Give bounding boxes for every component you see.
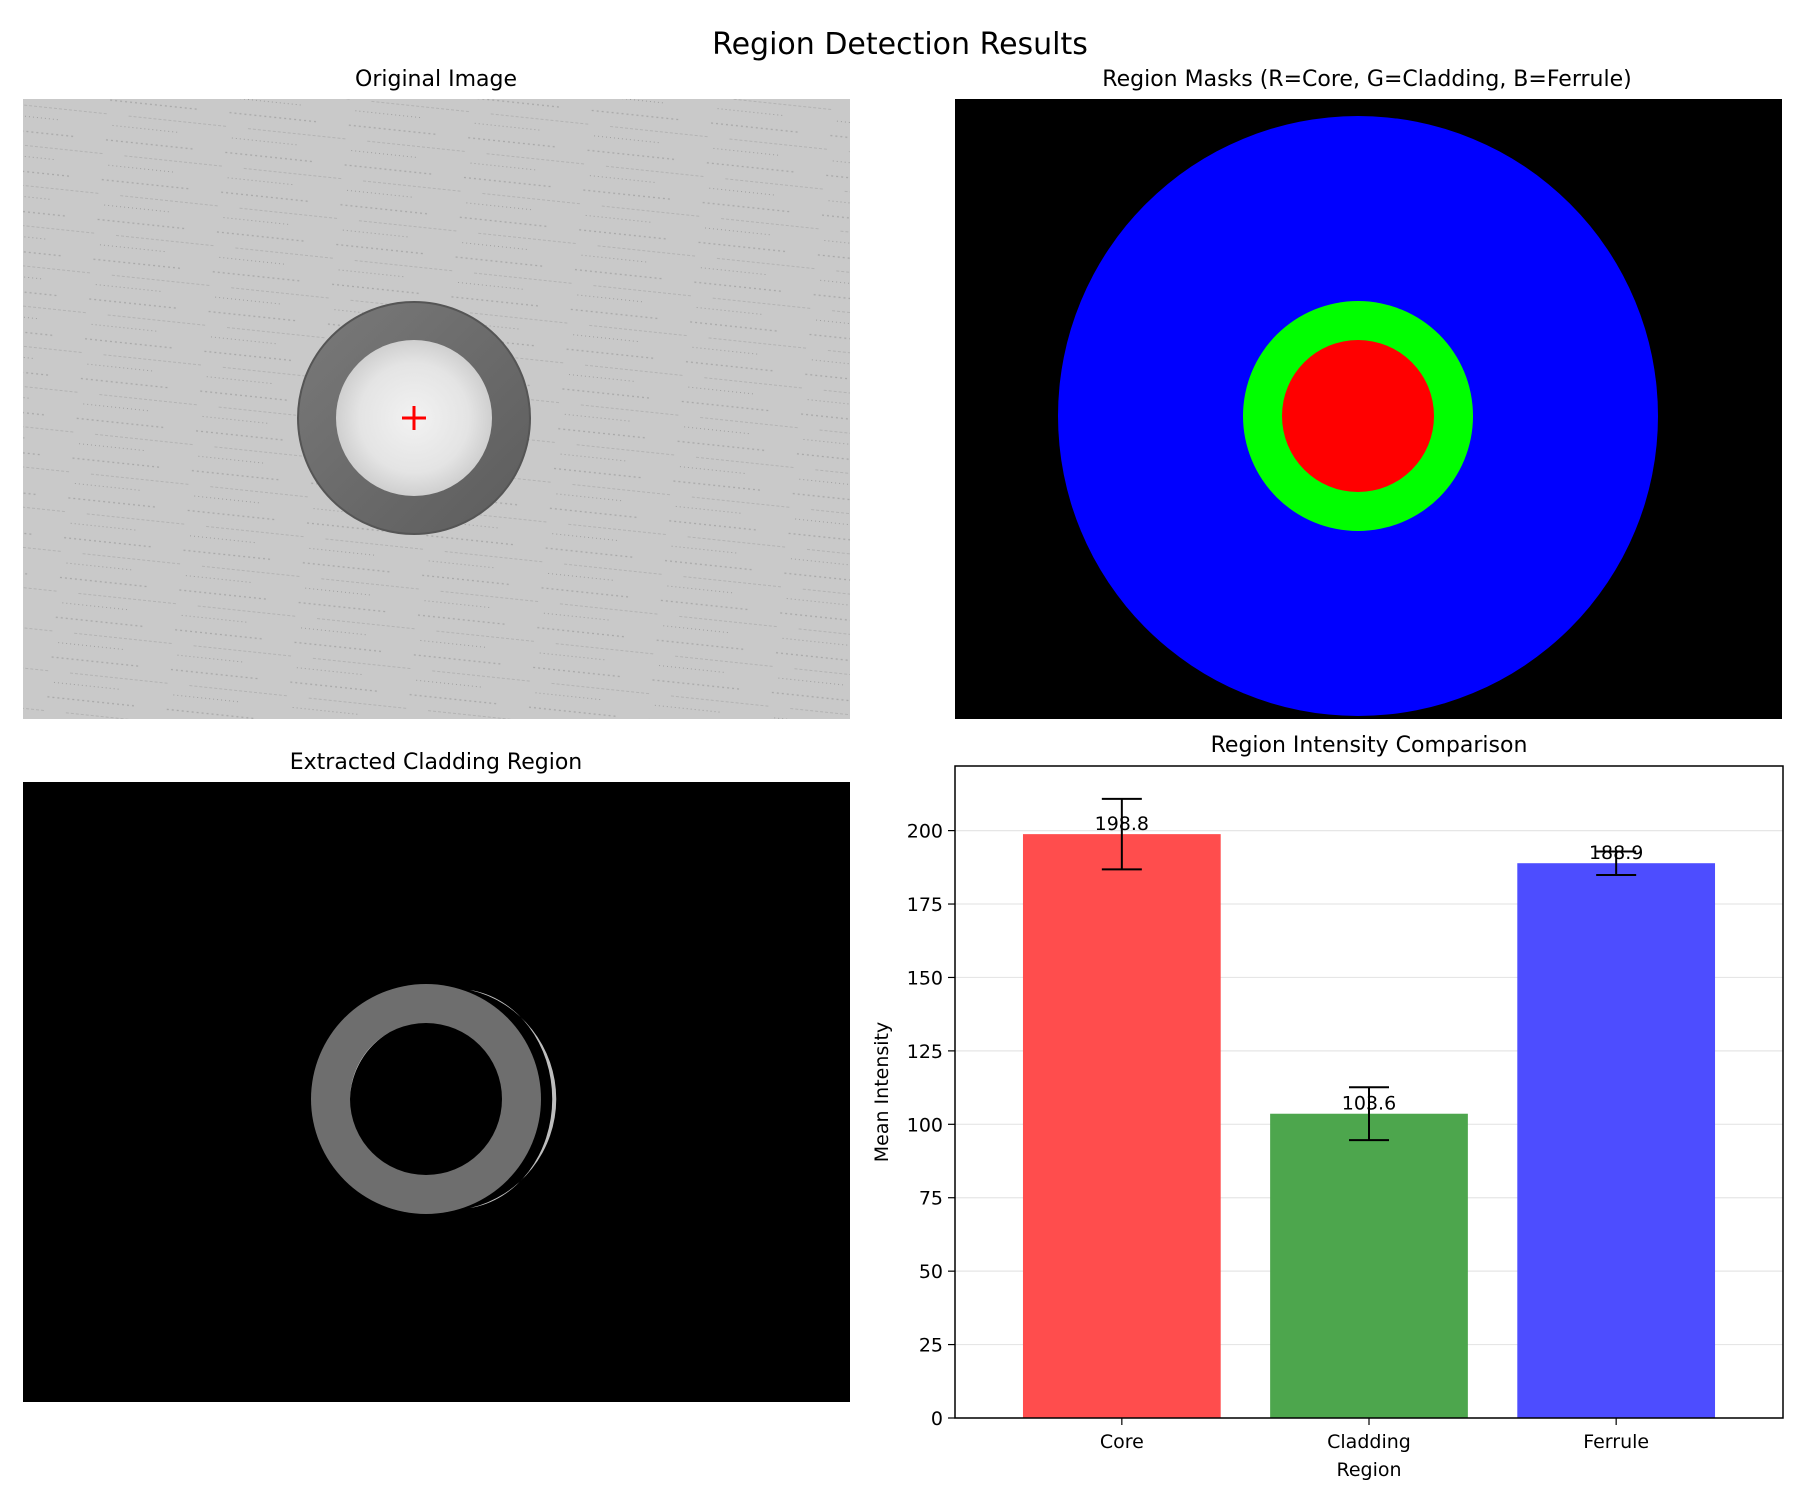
y-tick-label: 0 xyxy=(931,1408,943,1430)
y-tick-label: 25 xyxy=(919,1335,943,1357)
y-axis-ticks: 0 25 50 75 100 125 150 175 200 xyxy=(907,821,955,1430)
x-tick-label-cladding: Cladding xyxy=(1327,1431,1411,1453)
y-tick-label: 50 xyxy=(919,1261,943,1283)
y-tick-label: 125 xyxy=(907,1041,943,1063)
y-tick-label: 150 xyxy=(907,967,943,989)
core-mask xyxy=(1282,340,1434,492)
extracted-cladding-hole xyxy=(350,1023,502,1175)
original-image-panel: Original Image xyxy=(23,67,850,719)
chart-title: Region Intensity Comparison xyxy=(1211,733,1528,758)
figure-title: Region Detection Results xyxy=(712,27,1088,62)
intensity-bar-chart: Region Intensity Comparison 198.8 103.6 18… xyxy=(871,733,1784,1481)
x-axis-ticks: Core Cladding Ferrule xyxy=(1100,1418,1649,1453)
x-tick-label-ferrule: Ferrule xyxy=(1583,1431,1649,1453)
original-image-title: Original Image xyxy=(355,67,517,92)
extracted-cladding-panel: Extracted Cladding Region xyxy=(23,750,850,1402)
value-label-ferrule: 188.9 xyxy=(1589,842,1643,864)
bar-cladding xyxy=(1270,1113,1468,1418)
x-tick-label-core: Core xyxy=(1100,1431,1144,1453)
y-axis-label: Mean Intensity xyxy=(871,1022,893,1163)
y-tick-label: 200 xyxy=(907,821,943,843)
bars xyxy=(1022,834,1716,1418)
region-masks-panel: Region Masks (R=Core, G=Cladding, B=Ferr… xyxy=(955,67,1782,719)
extracted-cladding-inner-rim xyxy=(350,1032,390,1099)
region-masks-title: Region Masks (R=Core, G=Cladding, B=Ferr… xyxy=(1102,67,1631,92)
y-tick-label: 75 xyxy=(919,1188,943,1210)
y-tick-label: 100 xyxy=(907,1114,943,1136)
bar-core xyxy=(1022,834,1221,1418)
center-marker-icon xyxy=(402,406,426,430)
x-axis-label: Region xyxy=(1336,1459,1401,1481)
value-label-cladding: 103.6 xyxy=(1342,1093,1396,1115)
bar-ferrule xyxy=(1517,863,1716,1418)
extracted-cladding-title: Extracted Cladding Region xyxy=(290,750,583,775)
y-tick-label: 175 xyxy=(907,894,943,916)
error-bars xyxy=(1101,797,1637,1142)
value-labels: 198.8 103.6 188.9 xyxy=(1095,813,1644,1115)
value-label-core: 198.8 xyxy=(1095,813,1149,835)
